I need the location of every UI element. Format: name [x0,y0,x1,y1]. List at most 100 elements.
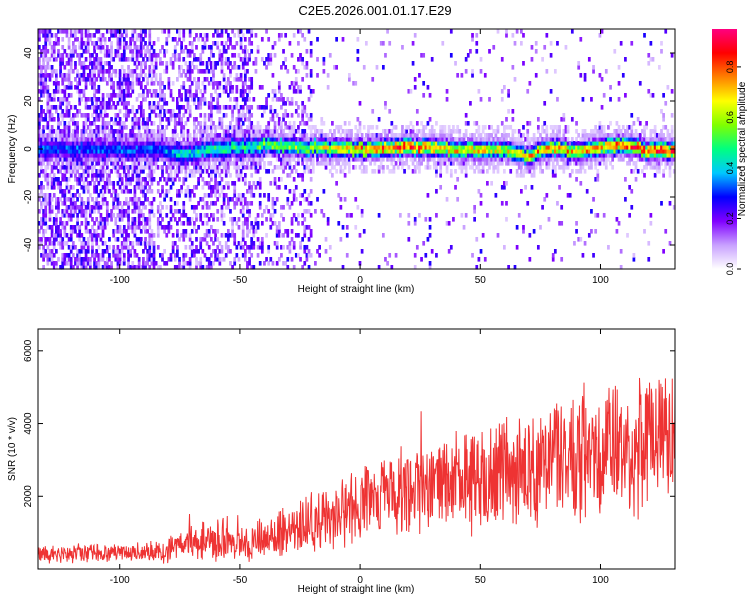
spectrogram-cell [197,225,200,230]
spectrogram-cell [127,133,130,138]
spectrogram-cell [305,149,309,154]
spectrogram-cell [214,29,217,34]
spectrogram-cell [473,209,476,214]
spectrogram-cell [424,141,428,146]
spectrogram-cell [52,193,56,198]
spectrogram-cell [224,129,228,134]
spectrogram-cell [271,197,275,202]
spectrogram-cell [42,221,45,226]
spectrogram-cell [159,157,162,162]
spectrogram-cell [61,261,65,266]
spectrogram-cell [212,185,215,190]
spectrogram-cell [169,145,173,150]
spectrogram-cell [40,129,43,134]
spectrogram-cell [59,169,62,174]
spectrogram-cell [97,265,101,270]
spectrogram-cell [178,165,181,170]
spectrogram-cell [460,161,464,166]
spectrogram-cell [122,105,126,110]
spectrogram-cell [133,133,137,138]
spectrogram-cell [297,145,300,150]
spectrogram-cell [137,61,141,66]
spectrogram-cell [78,193,82,198]
spectrogram-cell [139,93,143,98]
spectrogram-cell [311,145,315,150]
spectrogram-cell [50,261,54,266]
spectrogram-cell [76,249,79,254]
spectrogram-cell [63,177,67,182]
spectrogram-cell [93,145,96,150]
spectrogram-cell [133,265,137,270]
spectrogram-cell [197,97,200,102]
spectrogram-cell [44,157,48,162]
spectrogram-cell [50,117,54,122]
spectrogram-cell [233,201,237,206]
spectrogram-cell [131,89,135,94]
spectrogram-cell [171,109,175,114]
spectrogram-cell [84,101,88,106]
spectrogram-cell [464,57,468,62]
spectrogram-cell [129,109,133,114]
spectrogram-cell [246,133,249,138]
spectrogram-cell [152,257,156,262]
spectrogram-cell [99,237,103,242]
spectrogram-cell [488,165,491,170]
spectrogram-cell [169,217,173,222]
spectrogram-cell [424,153,428,158]
spectrogram-cell [258,165,262,170]
spectrogram-cell [59,181,62,186]
spectrogram-cell [307,265,311,270]
spectrogram-cell [237,165,241,170]
spectrogram-cell [74,33,77,38]
spectrogram-cell [205,205,209,210]
spectrogram-cell [224,133,228,138]
spectrogram-cell [193,165,196,170]
spectrogram-cell [250,237,254,242]
spectrogram-cell [54,129,58,134]
spectrogram-cell [125,157,128,162]
spectrogram-cell [290,101,294,106]
spectrogram-cell [475,137,479,142]
spectrogram-cell [305,245,309,250]
spectrogram-cell [263,153,266,158]
spectrogram-cell [233,241,237,246]
spectrogram-cell [116,193,120,198]
spectrogram-cell [201,97,205,102]
spectrogram-cell [331,121,334,126]
spectrogram-cell [186,261,190,266]
spectrogram-cell [273,165,277,170]
spectrogram-cell [59,69,62,74]
spectrogram-cell [74,229,77,234]
spectrogram-cell [152,65,156,70]
spectrogram-cell [38,81,41,86]
spectrogram-cell [80,209,84,214]
spectrogram-cell [69,145,73,150]
spectrogram-cell [139,161,143,166]
spectrogram-cell [67,261,71,266]
spectrogram-cell [339,149,343,154]
spectrogram-cell [135,177,139,182]
spectrogram-cell [235,105,239,110]
spectrogram-cell [250,265,254,270]
spectrogram-cell [61,161,65,166]
spectrogram-cell [203,157,207,162]
spectrogram-cell [144,65,147,70]
spectrogram-cell [67,205,71,210]
spectrogram-cell [458,157,462,162]
spectrogram-cell [129,149,133,154]
spectrogram-cell [131,133,135,138]
spectrogram-cell [116,141,120,146]
spectrogram-cell [367,145,370,150]
spectrogram-cell [184,161,188,166]
spectrogram-cell [233,257,237,262]
spectrogram-cell [231,105,234,110]
spectrogram-cell [48,117,52,122]
spectrogram-cell [65,145,69,150]
spectrogram-cell [243,181,247,186]
spectrogram-cell [369,125,372,130]
spectrogram-cell [80,149,84,154]
spectrogram-cell [401,145,404,150]
spectrogram-cell [171,213,175,218]
spectrogram-cell [80,73,84,78]
spectrogram-cell [142,205,145,210]
